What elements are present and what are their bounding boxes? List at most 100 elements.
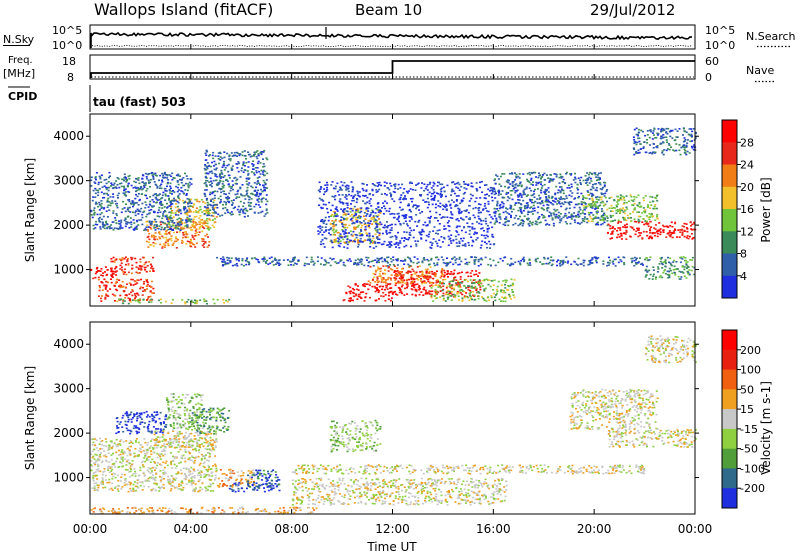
power-cell — [162, 213, 165, 215]
power-cell — [266, 187, 268, 189]
power-cell — [489, 285, 492, 288]
power-cell — [504, 224, 507, 226]
power-cell — [454, 276, 457, 278]
power-cell — [429, 285, 432, 287]
power-cell — [668, 275, 671, 277]
power-cell — [252, 160, 255, 162]
power-cell — [405, 198, 407, 200]
power-cell — [213, 160, 216, 163]
power-cell — [537, 218, 540, 221]
power-cell — [589, 188, 592, 191]
power-cell — [105, 221, 107, 224]
power-cell — [463, 183, 466, 185]
power-cell — [649, 229, 652, 232]
power-cell — [125, 273, 128, 276]
power-cell — [683, 226, 686, 228]
nsky-trace — [90, 31, 693, 48]
power-cell — [391, 269, 394, 271]
power-cell — [582, 201, 585, 204]
power-cell — [637, 131, 640, 134]
power-cell — [619, 212, 621, 215]
power-cell — [338, 220, 341, 222]
power-cell — [458, 258, 461, 260]
power-cell — [194, 246, 197, 248]
power-cell — [171, 178, 174, 181]
power-cell — [602, 186, 604, 189]
power-cell — [247, 178, 250, 180]
power-cell — [149, 200, 152, 203]
power-cell — [566, 262, 569, 264]
power-cell — [214, 190, 216, 193]
power-cell — [411, 268, 414, 271]
power-cell — [205, 149, 208, 152]
power-cell — [154, 229, 157, 231]
power-cell — [644, 209, 647, 211]
power-cell — [404, 258, 407, 261]
power-cell — [504, 256, 507, 258]
power-cell — [403, 263, 406, 265]
power-cell — [422, 288, 425, 291]
power-cell — [349, 211, 352, 213]
power-cell — [112, 184, 115, 186]
power-cell — [109, 204, 112, 207]
power-cell — [148, 209, 151, 212]
power-cell — [649, 220, 652, 223]
power-cell — [112, 256, 115, 259]
power-cell — [398, 274, 401, 276]
power-cell — [259, 162, 262, 164]
power-cell — [105, 186, 107, 189]
power-cell — [337, 262, 340, 264]
power-cell — [135, 296, 137, 298]
power-cell — [115, 214, 118, 217]
power-cell — [130, 226, 133, 228]
power-cell — [693, 144, 696, 146]
power-cell — [606, 232, 609, 234]
power-cell — [126, 257, 129, 260]
power-cell — [190, 178, 193, 180]
power-cell — [612, 207, 615, 209]
power-cell — [378, 268, 381, 270]
power-cell — [419, 288, 421, 290]
power-cell — [150, 301, 153, 303]
power-cell — [150, 222, 153, 225]
power-cell — [582, 219, 584, 222]
power-cell — [131, 278, 134, 281]
power-cell — [520, 260, 523, 262]
power-cell — [501, 173, 504, 175]
power-cell — [690, 135, 693, 137]
power-cell — [247, 151, 250, 153]
power-cell — [93, 207, 96, 209]
power-cell — [234, 154, 237, 157]
power-cell — [229, 261, 232, 264]
power-cell — [166, 174, 169, 176]
power-cell — [225, 201, 228, 204]
power-cell — [375, 261, 378, 264]
power-cell — [182, 241, 185, 243]
power-cell — [685, 144, 688, 147]
power-cell — [685, 131, 688, 133]
power-cell — [170, 200, 173, 202]
power-cell — [622, 256, 625, 258]
power-cell — [661, 267, 664, 269]
power-cell — [141, 294, 144, 296]
power-cell — [672, 269, 675, 271]
power-cell — [506, 212, 509, 214]
power-cell — [606, 208, 609, 211]
power-cell — [198, 231, 201, 233]
power-cell — [531, 172, 533, 175]
power-cell — [536, 202, 539, 204]
power-cell — [545, 199, 548, 202]
power-cell — [367, 223, 370, 226]
power-cell — [673, 150, 676, 152]
power-cell — [231, 165, 234, 167]
power-cell — [380, 281, 383, 283]
power-cell — [688, 128, 691, 130]
power-cell — [366, 283, 369, 285]
power-cell — [183, 193, 185, 195]
power-cell — [336, 210, 339, 212]
power-cell — [662, 141, 664, 143]
power-cell — [102, 272, 105, 274]
power-cell — [667, 143, 670, 145]
power-cell — [425, 291, 428, 293]
power-cell — [147, 241, 150, 243]
